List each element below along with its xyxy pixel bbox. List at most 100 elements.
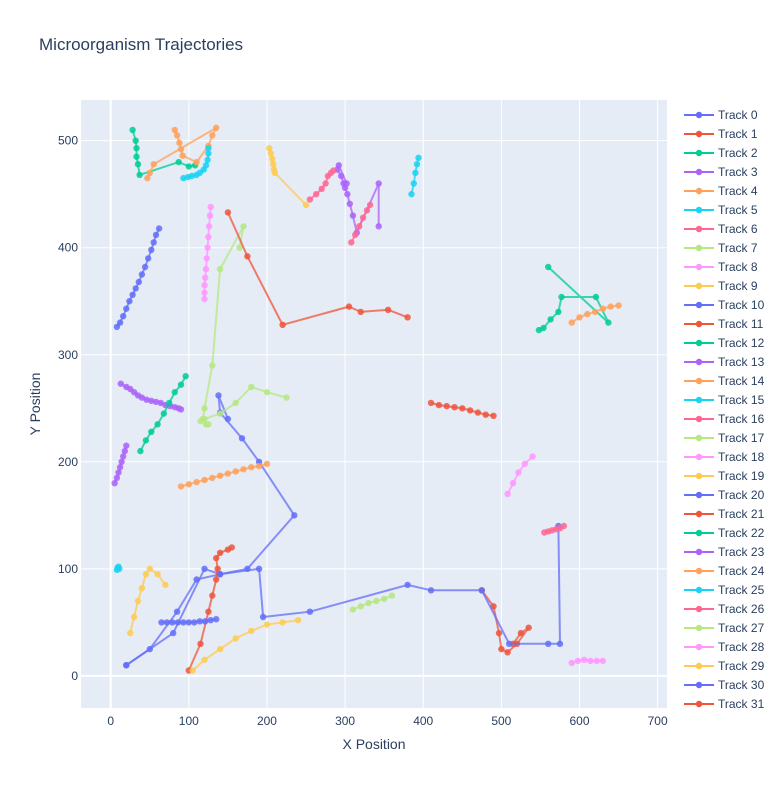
trace-point xyxy=(266,145,273,152)
trace-point xyxy=(259,613,267,621)
trace-point xyxy=(133,153,140,160)
legend-item[interactable]: Track 12 xyxy=(684,336,765,350)
trace-track-23 xyxy=(111,442,130,487)
legend-item[interactable]: Track 6 xyxy=(684,222,758,236)
y-tick-label: 0 xyxy=(71,669,78,683)
trace-point xyxy=(205,223,213,230)
plot-area xyxy=(81,100,667,708)
trace-point xyxy=(238,435,246,442)
legend-item[interactable]: Track 9 xyxy=(684,279,758,293)
trace-point xyxy=(574,657,582,665)
legend-item[interactable]: Track 24 xyxy=(684,564,765,578)
legend-swatch-marker xyxy=(695,624,703,632)
legend-item[interactable]: Track 14 xyxy=(684,374,765,388)
trace-point xyxy=(435,401,443,409)
legend-item[interactable]: Track 31 xyxy=(684,697,765,711)
trace-track-31 xyxy=(427,399,497,419)
trace-point xyxy=(504,649,511,656)
trace-point xyxy=(529,453,536,460)
trace-point xyxy=(182,373,189,380)
trace-point xyxy=(270,161,277,168)
legend-item[interactable]: Track 22 xyxy=(684,526,765,540)
legend-item[interactable]: Track 26 xyxy=(684,602,765,616)
legend-item[interactable]: Track 30 xyxy=(684,678,765,692)
trace-point xyxy=(232,468,239,475)
legend-item[interactable]: Track 19 xyxy=(684,469,765,483)
trace-track-19 xyxy=(127,565,169,637)
trace-point xyxy=(205,150,212,157)
legend-item[interactable]: Track 29 xyxy=(684,659,765,673)
trace-point xyxy=(363,207,371,214)
legend-label: Track 2 xyxy=(718,146,758,160)
trace-point xyxy=(263,621,271,628)
trace-point xyxy=(177,483,185,490)
legend-swatch-marker xyxy=(695,377,703,385)
x-tick-label: 400 xyxy=(413,714,433,728)
trace-point xyxy=(202,274,209,281)
trace-point xyxy=(263,460,271,468)
trace-point xyxy=(206,212,214,219)
legend-item[interactable]: Track 17 xyxy=(684,431,765,445)
trace-track-18 xyxy=(504,453,536,498)
legend-item[interactable]: Track 25 xyxy=(684,583,765,597)
legend-item[interactable]: Track 1 xyxy=(684,127,758,141)
trace-track-5 xyxy=(180,145,212,182)
trace-point xyxy=(244,253,251,260)
trace-point xyxy=(375,180,382,187)
legend-item[interactable]: Track 4 xyxy=(684,184,758,198)
trace-track-29 xyxy=(189,617,302,674)
trace-point xyxy=(116,464,124,471)
trace-point xyxy=(144,174,151,182)
legend-item[interactable]: Track 18 xyxy=(684,450,765,464)
trace-track-17 xyxy=(197,383,290,425)
trace-point xyxy=(177,381,185,388)
legend-label: Track 13 xyxy=(718,355,765,369)
legend-item[interactable]: Track 0 xyxy=(684,108,758,122)
trace-track-22 xyxy=(137,373,189,455)
legend-item[interactable]: Track 2 xyxy=(684,146,758,160)
legend-item[interactable]: Track 8 xyxy=(684,260,758,274)
trace-point xyxy=(236,244,243,251)
legend-label: Track 22 xyxy=(718,526,765,540)
legend-item[interactable]: Track 5 xyxy=(684,203,758,217)
trace-point xyxy=(136,171,143,179)
trace-point xyxy=(591,308,599,316)
legend-label: Track 1 xyxy=(718,127,758,141)
trace-point xyxy=(547,316,554,323)
legend-item[interactable]: Track 7 xyxy=(684,241,758,255)
chart-title: Microorganism Trajectories xyxy=(39,35,243,54)
trace-point xyxy=(248,464,255,471)
trace-point xyxy=(150,239,157,246)
trace-point xyxy=(135,278,142,286)
legend-item[interactable]: Track 16 xyxy=(684,412,765,426)
trace-point xyxy=(123,442,130,449)
legend-item[interactable]: Track 11 xyxy=(684,317,764,331)
legend-item[interactable]: Track 20 xyxy=(684,488,765,502)
legend-label: Track 6 xyxy=(718,222,758,236)
trace-point xyxy=(388,592,396,599)
trace-point xyxy=(216,645,224,653)
legend[interactable]: Track 0 Track 1 Track 2 Track 3 Track 4 Track… xyxy=(684,108,765,711)
legend-item[interactable]: Track 21 xyxy=(684,507,765,521)
trace-point xyxy=(495,629,503,637)
trace-point xyxy=(584,310,591,318)
trace-point xyxy=(123,662,130,669)
legend-item[interactable]: Track 27 xyxy=(684,621,765,635)
legend-swatch-marker xyxy=(695,472,703,480)
trace-point xyxy=(207,203,214,211)
trace-track-12 xyxy=(535,263,612,334)
trace-point xyxy=(352,231,359,239)
trace-point xyxy=(295,617,302,624)
trace-point xyxy=(248,383,255,391)
legend-item[interactable]: Track 23 xyxy=(684,545,765,559)
legend-item[interactable]: Track 3 xyxy=(684,165,758,179)
legend-item[interactable]: Track 10 xyxy=(684,298,765,312)
legend-item[interactable]: Track 13 xyxy=(684,355,765,369)
legend-item[interactable]: Track 28 xyxy=(684,640,765,654)
trajectory-traces xyxy=(111,124,622,674)
legend-label: Track 15 xyxy=(718,393,765,407)
legend-swatch-marker xyxy=(695,358,703,366)
legend-label: Track 7 xyxy=(718,241,758,255)
legend-item[interactable]: Track 15 xyxy=(684,393,765,407)
